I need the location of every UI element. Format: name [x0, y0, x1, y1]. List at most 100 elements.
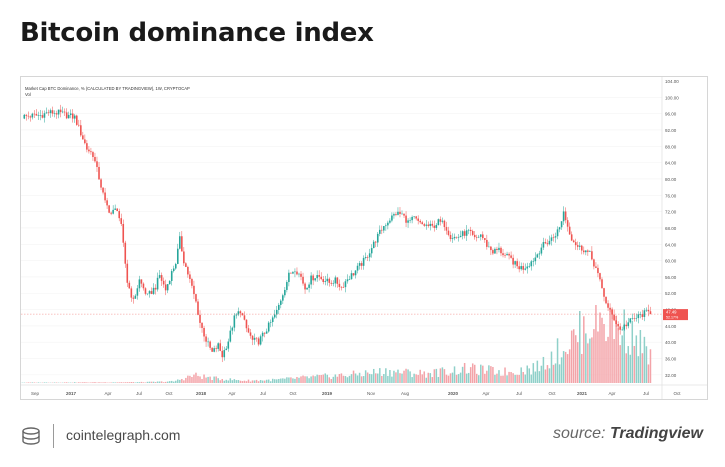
volume-bar	[609, 308, 611, 383]
volume-bar	[473, 364, 476, 383]
candle-body	[407, 220, 409, 223]
candle-body	[94, 156, 96, 162]
volume-bar	[397, 369, 399, 383]
candle-body	[589, 251, 591, 252]
volume-bar	[476, 373, 478, 383]
volume-bar	[350, 374, 353, 383]
candle-body	[514, 261, 516, 265]
volume-bar	[579, 311, 581, 383]
volume-bar	[372, 368, 375, 383]
candle-body	[273, 314, 276, 318]
volume-bar	[589, 338, 591, 383]
volume-bar	[581, 353, 583, 383]
candle-body	[86, 143, 88, 150]
candle-body	[441, 220, 444, 222]
volume-bar	[352, 370, 355, 383]
volume-bar	[354, 373, 357, 383]
volume-bar	[457, 374, 460, 383]
candle-body	[140, 279, 143, 284]
volume-bar	[453, 366, 456, 383]
candle-body	[603, 288, 605, 297]
candle-body	[574, 242, 577, 246]
candle-body	[237, 311, 240, 315]
candle-body	[316, 275, 318, 279]
candle-body	[370, 248, 373, 254]
volume-bar	[158, 381, 161, 383]
candle-body	[106, 200, 108, 206]
candle-body	[587, 250, 589, 252]
volume-bar	[649, 349, 652, 383]
candle-body	[439, 219, 442, 222]
volume-bar	[304, 376, 306, 383]
volume-bar	[423, 371, 425, 383]
candle-body	[187, 266, 189, 275]
footer-site[interactable]: cointelegraph.com	[66, 427, 181, 443]
candle-body	[195, 294, 197, 302]
candle-body	[328, 278, 331, 283]
candle-body	[346, 279, 349, 282]
volume-bar	[417, 374, 419, 383]
y-tick-label: 68.00	[665, 226, 677, 231]
x-tick-label: Oct	[165, 391, 173, 396]
volume-bar	[160, 381, 163, 383]
candle-body	[425, 224, 428, 226]
x-tick-label: Sep	[31, 391, 40, 396]
volume-bar	[340, 373, 343, 383]
candle-body	[251, 335, 254, 340]
candle-body	[387, 222, 389, 226]
volume-bar	[233, 379, 236, 383]
volume-bar	[611, 308, 613, 383]
candle-body	[211, 347, 213, 352]
candle-body	[158, 275, 161, 278]
candle-body	[304, 283, 306, 290]
candle-body	[249, 332, 252, 336]
candle-body	[564, 211, 567, 221]
candle-body	[593, 259, 595, 267]
candle-body	[578, 245, 581, 247]
candle-body	[381, 229, 383, 231]
volume-bar	[241, 381, 244, 383]
candle-body	[496, 248, 498, 251]
candle-body	[104, 192, 106, 201]
candle-body	[116, 208, 118, 212]
footer-divider	[53, 424, 54, 448]
volume-bar	[478, 375, 480, 383]
candle-body	[510, 255, 512, 258]
candle-body	[635, 318, 638, 319]
x-tick-label: Oct	[673, 391, 681, 396]
volume-bar	[148, 381, 151, 383]
candle-body	[399, 211, 401, 214]
candle-body	[172, 268, 175, 272]
candle-body	[61, 111, 64, 113]
volume-bar	[138, 382, 141, 383]
volume-bar	[288, 377, 290, 383]
candle-body	[374, 241, 377, 243]
candle-body	[550, 237, 553, 241]
volume-bar	[560, 357, 563, 383]
source-prefix: source:	[553, 425, 606, 442]
candle-body	[556, 229, 559, 237]
volume-bar	[364, 370, 367, 383]
candle-body	[191, 278, 193, 286]
candle-body	[174, 263, 177, 269]
x-tick-label: Jul	[516, 391, 522, 396]
footer-source: source: Tradingview	[553, 425, 703, 443]
y-tick-label: 84.00	[665, 161, 677, 166]
y-tick-label: 56.00	[665, 275, 677, 280]
candle-body	[282, 295, 284, 301]
volume-bar	[37, 382, 40, 383]
volume-bar	[368, 373, 371, 383]
candle-body	[459, 235, 462, 238]
candle-body	[49, 110, 52, 114]
x-tick-label: Apr	[482, 391, 490, 396]
y-tick-label: 104.00	[665, 79, 679, 84]
candle-body	[360, 263, 363, 266]
candle-body	[25, 114, 28, 116]
volume-bar	[403, 370, 405, 383]
volume-bar	[300, 376, 302, 383]
candle-body	[255, 337, 258, 339]
volume-bar	[90, 382, 92, 383]
volume-bar	[175, 380, 177, 383]
candle-body	[631, 318, 634, 319]
volume-bar	[358, 372, 361, 383]
